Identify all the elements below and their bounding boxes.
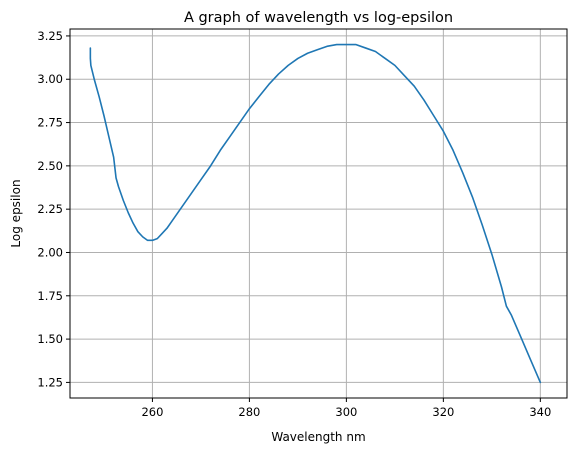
y-tick-label: 3.00 [37,72,63,86]
y-tick-label: 2.50 [37,159,63,173]
x-tick-label: 300 [335,405,357,419]
y-tick-label: 2.75 [37,116,63,130]
y-tick-label: 1.75 [37,289,63,303]
y-tick-label: 2.00 [37,245,63,259]
y-axis-label: Log epsilon [9,179,23,247]
x-axis: 260 280 300 320 340 [141,398,551,419]
x-tick-label: 340 [529,405,551,419]
x-tick-label: 320 [432,405,454,419]
chart-title: A graph of wavelength vs log-epsilon [184,10,453,26]
y-tick-label: 1.25 [37,375,63,389]
x-axis-label: Wavelength nm [271,430,365,444]
x-tick-label: 260 [141,405,163,419]
series-line-log-epsilon [89,43,542,384]
x-tick-label: 280 [238,405,260,419]
plot-frame [69,28,568,399]
grid-lines [70,29,567,398]
y-tick-label: 3.25 [37,29,63,43]
y-tick-label: 2.25 [37,202,63,216]
y-axis: 1.25 1.50 1.75 2.00 2.25 2.50 2.75 3.00 3.25 [37,29,70,389]
y-tick-label: 1.50 [37,332,63,346]
